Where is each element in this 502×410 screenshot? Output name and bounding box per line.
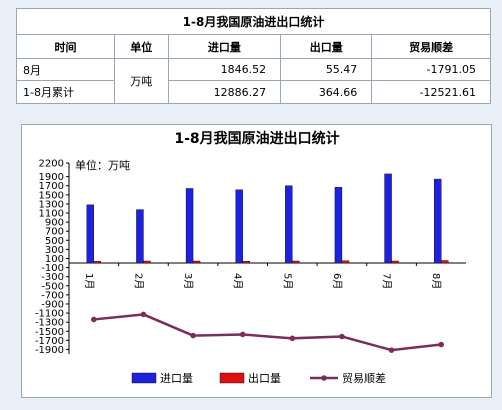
y-tick-label: -100	[41, 263, 64, 274]
y-tick-label: 100	[45, 254, 64, 265]
bar-import	[86, 204, 95, 264]
y-tick-label: -1100	[35, 309, 64, 320]
legend-swatch-import	[131, 372, 157, 384]
bar-import	[334, 187, 343, 264]
bar-export	[292, 260, 300, 264]
stats-table: 1-8月我国原油进出口统计 时间 单位 进口量 出口量 贸易顺差 8月 万吨 1…	[16, 7, 491, 105]
x-tick-label: 7月	[381, 273, 393, 289]
header-unit: 单位	[113, 34, 169, 59]
row-import: 1846.52	[167, 57, 282, 82]
y-tick-label: 1500	[39, 190, 64, 201]
surplus-point	[190, 332, 196, 339]
surplus-point	[438, 341, 444, 348]
surplus-point	[140, 311, 147, 318]
y-tick-label: -900	[41, 299, 64, 310]
y-tick-label: 1900	[39, 172, 64, 183]
x-tick-label: 8月	[430, 273, 442, 289]
table-header-row: 时间 单位 进口量 出口量 贸易顺差	[16, 34, 491, 59]
y-tick-label: 1100	[39, 209, 64, 220]
bar-export	[341, 260, 350, 264]
table-row: 1-8月累计 12886.27 364.66 -12521.61	[16, 80, 491, 104]
x-tick-label: 1月	[83, 273, 95, 289]
y-tick-label: -1300	[35, 318, 64, 329]
header-time: 时间	[16, 34, 115, 59]
x-tick-label: 6月	[331, 273, 343, 289]
row-time: 8月	[16, 57, 115, 82]
header-import: 进口量	[167, 34, 282, 59]
x-tick-label: 3月	[182, 273, 194, 289]
bar-export	[192, 260, 201, 264]
y-tick-label: -300	[41, 272, 64, 283]
row-import: 12886.27	[167, 80, 282, 104]
bar-export	[391, 260, 399, 264]
surplus-point	[388, 347, 395, 353]
bar-export	[440, 260, 449, 264]
legend: 进口量 出口量 贸易顺差	[131, 371, 386, 385]
y-tick-label: 300	[45, 245, 64, 256]
y-tick-label: -500	[41, 281, 64, 292]
x-tick-label: 2月	[132, 273, 144, 289]
y-tick-label: -1500	[35, 327, 64, 338]
surplus-point	[239, 331, 246, 338]
bar-import	[235, 189, 243, 264]
y-tick-label: -700	[41, 290, 64, 301]
chart-title: 1-8月我国原油进出口统计	[174, 130, 339, 147]
legend-label: 进口量	[160, 372, 193, 385]
table-title: 1-8月我国原油进出口统计	[16, 7, 491, 36]
y-tick-label: 500	[45, 236, 64, 247]
y-tick-label: -1900	[35, 345, 64, 356]
row-surplus: -12521.61	[371, 80, 491, 104]
bar-import	[384, 173, 392, 264]
chart-frame: 1-8月我国原油进出口统计 单位：万吨 2200 1900 1700 1500 1300…	[21, 124, 492, 398]
legend-swatch-export	[219, 372, 245, 384]
row-surplus: -1791.05	[371, 57, 491, 82]
bar-import	[433, 178, 442, 264]
bar-export	[143, 260, 151, 264]
legend-marker-surplus	[321, 375, 327, 381]
y-tick-label: 1700	[39, 181, 64, 192]
trade-chart: 1-8月我国原油进出口统计 单位：万吨 2200 1900170015001300…	[35, 130, 466, 385]
x-tick-label: 5月	[281, 273, 293, 289]
table-row: 8月 万吨 1846.52 55.47 -1791.05	[16, 57, 491, 105]
surplus-point	[339, 333, 345, 340]
bar-import	[285, 185, 293, 264]
legend-label: 贸易顺差	[342, 371, 386, 385]
legend-label: 出口量	[248, 371, 281, 385]
bar-export	[242, 261, 250, 264]
unit-note: 单位：万吨	[75, 158, 130, 172]
bar-import	[136, 209, 144, 264]
x-tick-label: 4月	[232, 273, 244, 289]
bar-import	[185, 188, 194, 264]
header-export: 出口量	[280, 34, 373, 59]
surplus-line	[93, 313, 442, 352]
row-export: 364.66	[280, 80, 373, 104]
row-time: 1-8月累计	[16, 80, 115, 104]
y-tick-label: -1700	[35, 336, 64, 347]
row-unit: 万吨	[113, 57, 169, 105]
row-export: 55.47	[280, 57, 373, 82]
y-tick-label: 2200	[39, 159, 64, 170]
bar-export	[93, 261, 102, 264]
surplus-point	[289, 335, 296, 342]
y-tick-label: 700	[45, 227, 64, 238]
y-tick-label: 900	[45, 218, 64, 229]
y-tick-label: 1300	[39, 199, 64, 210]
plot-area: 220019001700150013001100900700500300100-…	[35, 159, 466, 356]
header-surplus: 贸易顺差	[371, 34, 491, 59]
surplus-point	[91, 316, 97, 323]
